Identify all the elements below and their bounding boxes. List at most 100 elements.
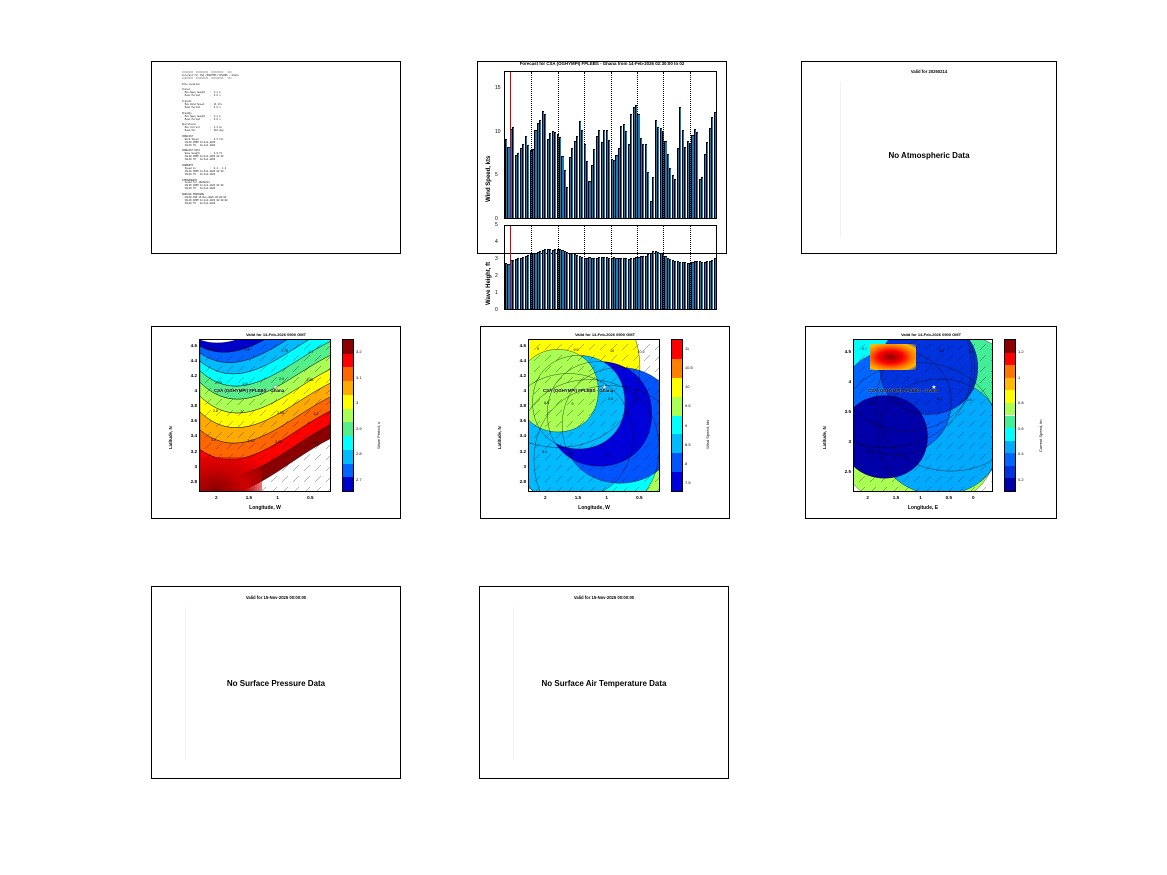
axis-tick-label: 0 [495, 216, 498, 222]
wave-period-panel: Valid for 14-Feb-2026 0900 GMT CSA (OGHY… [151, 326, 401, 519]
timeseries-bar [713, 257, 716, 309]
timeseries-bar [514, 155, 517, 218]
timeseries-bar [595, 136, 598, 218]
timeseries-bar [706, 261, 709, 309]
timeseries-bar [571, 253, 574, 309]
timeseries-bar [708, 127, 711, 218]
x-tick-label: 0.5 [307, 495, 314, 500]
timeseries-bar [527, 145, 530, 218]
timeseries-bar [654, 250, 657, 309]
grid-line [531, 226, 533, 309]
y-tick-label: 3.2 [190, 448, 197, 454]
timeseries-bar [581, 256, 584, 309]
timeseries-bar [679, 261, 682, 309]
contour-label: 10.5 [637, 350, 645, 354]
colorbar-segment [1005, 415, 1015, 429]
wave-period-ylabel: Latitude, N [168, 426, 173, 449]
report-line: VALID FROM 14-Feb-2026 02:30 [182, 155, 224, 159]
x-tick-label: 2 [866, 495, 869, 500]
timeseries-bar [581, 129, 584, 218]
grid-line [584, 72, 586, 218]
colorbar-tick-label: 9 [685, 422, 688, 428]
site-marker-label: CSA (OGHYMPI) FPLEBS - Ghana [868, 388, 939, 394]
grid-line [531, 72, 533, 218]
timeseries-bar [612, 257, 616, 309]
y-tick-label: 3.4 [519, 433, 526, 439]
colorbar-segment [343, 477, 353, 491]
timeseries-bar [644, 144, 647, 218]
timeseries-bar [600, 256, 603, 309]
contour-label: 2.75 [281, 349, 288, 353]
timeseries-bar [654, 120, 657, 218]
site-marker-label: CSA (OGHYMPI) FPLEBS - Ghana [214, 388, 285, 394]
report-line: Wave Height : 3.0 ft [182, 152, 222, 156]
timeseries-bar [669, 259, 672, 309]
y-tick-label: 3 [848, 438, 851, 444]
colorbar-segment [343, 367, 353, 382]
timeseries-bar [507, 264, 510, 309]
contour-label: 9.5 [606, 451, 611, 456]
grid-line [636, 72, 638, 218]
timeseries-bar [691, 261, 694, 309]
colorbar-segment [343, 449, 353, 464]
timeseries-bar [627, 144, 630, 218]
timeseries-bar [693, 128, 696, 218]
y-tick-label: 4 [523, 388, 526, 393]
grid-line [557, 226, 559, 309]
contour-label: 0.5 [867, 449, 872, 454]
axis-tick-label: 1 [495, 290, 498, 296]
grid-line [689, 226, 691, 309]
report-line: Operations [182, 123, 196, 127]
timeseries-bar [625, 258, 628, 309]
timeseries-bar [512, 259, 515, 309]
contour-label: 2.75 [215, 381, 222, 386]
timeseries-bar [590, 164, 593, 218]
colorbar-tick-label: 8 [685, 460, 688, 466]
colorbar-tick-label: 7.5 [685, 479, 691, 485]
timeseries-bar [684, 262, 687, 309]
y-tick-label: 4 [848, 378, 851, 384]
timeseries-bar [554, 132, 557, 218]
current-speed-ylabel: Latitude, N [822, 426, 827, 449]
timeseries-bar [608, 139, 611, 218]
colorbar-segment [343, 394, 353, 409]
timeseries-bar [605, 129, 608, 218]
timeseries-bar [566, 187, 569, 218]
colorbar-segment [672, 434, 682, 454]
colorbar-tick-label: 0.8 [1018, 400, 1024, 406]
timeseries-bar [598, 130, 601, 218]
y-tick-label: 2.8 [190, 478, 197, 484]
colorbar-segment [672, 453, 682, 473]
timeseries-bar [644, 255, 647, 309]
colorbar-tick-label: 11 [685, 346, 690, 352]
y-tick-label: 3.2 [519, 448, 526, 454]
timeseries-bar [713, 111, 716, 218]
current-speed-colorbar [1004, 339, 1016, 492]
timeseries-bar [541, 250, 544, 309]
timeseries-bar [649, 200, 652, 218]
timeseries-bar [696, 260, 699, 309]
contour-label: 3 [240, 410, 243, 415]
x-tick-label: 1 [919, 495, 922, 500]
x-tick-label: 2 [544, 495, 547, 500]
colorbar-segment [672, 396, 682, 416]
colorbar-segment [343, 353, 353, 368]
report-line: ======== ========= ========= === [182, 76, 232, 80]
timeseries-bar [676, 261, 679, 309]
timeseries-bar [529, 150, 532, 218]
report-line: VALID FROM 14-Feb-2026 02:30:00 [182, 198, 228, 202]
timeseries-bar [576, 135, 579, 218]
colorbar-tick-label: 3.2 [356, 349, 362, 355]
timeseries-bar [512, 126, 515, 218]
report-line: Standby [182, 111, 192, 115]
timeseries-bar [588, 181, 591, 218]
current-speed-colorbar-label: Current Speed, kn [1038, 419, 1043, 452]
timeseries-bar [603, 256, 606, 309]
report-line: ======== ========= ========= === [182, 71, 232, 74]
current-speed-panel: Valid for 14-Feb-2026 0900 GMT CSA (OGHY… [805, 326, 1057, 519]
air-temperature-panel: Valid for 15-Nov-2025 00:00:00 No Surfac… [479, 586, 729, 779]
wind-speed-colorbar [671, 339, 683, 492]
y-tick-label: 4.2 [519, 372, 526, 378]
contour-label: 3.05 [277, 411, 284, 416]
surface-pressure-nodata-message: No Surface Pressure Data [226, 679, 326, 688]
